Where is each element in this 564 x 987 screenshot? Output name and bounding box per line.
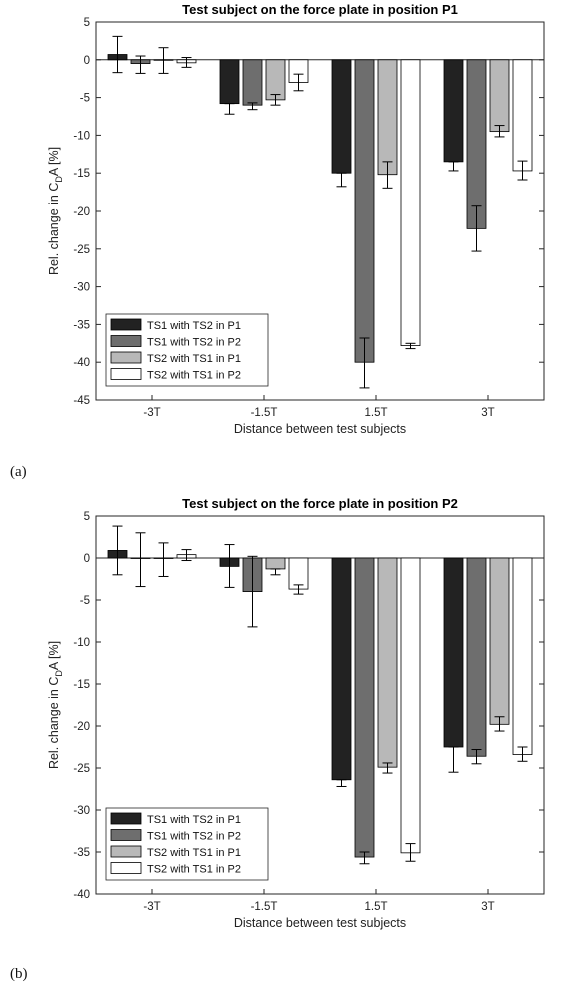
bar <box>354 59 375 363</box>
legend-entry: TS1 with TS2 in P1 <box>147 814 241 826</box>
x-tick-label: -1.5T <box>251 901 278 913</box>
legend-swatch <box>110 368 142 380</box>
y-tick-label: -25 <box>73 244 90 256</box>
legend-entry: TS1 with TS2 in P1 <box>147 320 241 332</box>
bar <box>377 557 398 768</box>
bar <box>512 557 533 755</box>
bar <box>443 59 464 163</box>
legend-entry: TS1 with TS2 in P2 <box>147 831 241 843</box>
bar <box>354 557 375 858</box>
x-tick-label: 3T <box>481 407 494 419</box>
bar <box>219 59 240 105</box>
y-tick-label: -20 <box>73 721 90 733</box>
y-tick-label: 0 <box>84 553 90 565</box>
chart-panel-b: Test subject on the force plate in posit… <box>47 496 545 930</box>
bar <box>331 59 352 174</box>
x-tick-label: 1.5T <box>364 901 387 913</box>
y-tick-label: 5 <box>84 511 90 523</box>
y-tick-label: -45 <box>73 395 90 407</box>
bar <box>466 59 487 229</box>
bar <box>489 557 510 725</box>
y-tick-label: -25 <box>73 763 90 775</box>
bar <box>400 59 421 346</box>
bar <box>265 59 286 101</box>
bar <box>489 59 510 133</box>
y-tick-label: -10 <box>73 130 90 142</box>
legend-entry: TS2 with TS1 in P1 <box>147 847 241 859</box>
y-tick-label: -40 <box>73 889 90 901</box>
y-tick-label: -5 <box>80 93 90 105</box>
legend-swatch <box>110 335 142 347</box>
legend-entry: TS1 with TS2 in P2 <box>147 337 241 349</box>
legend-swatch <box>110 845 142 858</box>
bar <box>331 557 352 781</box>
y-tick-label: -35 <box>73 847 90 859</box>
legend-entry: TS2 with TS1 in P2 <box>147 864 241 876</box>
x-tick-label: 1.5T <box>364 407 387 419</box>
legend-swatch <box>110 812 142 825</box>
x-tick-label: 3T <box>481 901 494 913</box>
bar <box>265 557 286 570</box>
legend-swatch <box>110 862 142 874</box>
y-tick-label: -5 <box>80 595 90 607</box>
bar <box>443 557 464 748</box>
y-tick-label: -40 <box>73 357 90 369</box>
legend-swatch <box>110 351 142 364</box>
legend-swatch <box>110 318 142 331</box>
y-axis-label: Rel. change in CDA [%] <box>47 641 64 769</box>
x-axis-label: Distance between test subjects <box>234 916 406 930</box>
y-axis-label: Rel. change in CDA [%] <box>47 147 64 275</box>
bar <box>400 557 421 854</box>
x-axis-label: Distance between test subjects <box>234 422 406 436</box>
y-tick-label: -15 <box>73 679 90 691</box>
y-tick-label: -15 <box>73 168 90 180</box>
y-tick-label: -35 <box>73 319 90 331</box>
panel-label-a: (a) <box>10 464 27 480</box>
y-tick-label: -30 <box>73 805 90 817</box>
chart-title: Test subject on the force plate in posit… <box>182 496 458 511</box>
legend-entry: TS2 with TS1 in P2 <box>147 370 241 382</box>
panel-label-b: (b) <box>10 966 28 982</box>
legend-entry: TS2 with TS1 in P1 <box>147 353 241 365</box>
bar <box>242 59 263 106</box>
y-tick-label: 0 <box>84 55 90 67</box>
bar <box>466 557 487 757</box>
y-tick-label: -20 <box>73 206 90 218</box>
bar <box>377 59 398 176</box>
legend-swatch <box>110 829 142 841</box>
x-tick-label: -3T <box>143 407 160 419</box>
bar <box>512 59 533 172</box>
x-tick-label: -1.5T <box>251 407 278 419</box>
y-tick-label: 5 <box>84 17 90 29</box>
x-tick-label: -3T <box>143 901 160 913</box>
y-tick-label: -30 <box>73 282 90 294</box>
chart-panel-a: Test subject on the force plate in posit… <box>47 2 545 436</box>
y-tick-label: -10 <box>73 637 90 649</box>
chart-title: Test subject on the force plate in posit… <box>182 2 458 17</box>
